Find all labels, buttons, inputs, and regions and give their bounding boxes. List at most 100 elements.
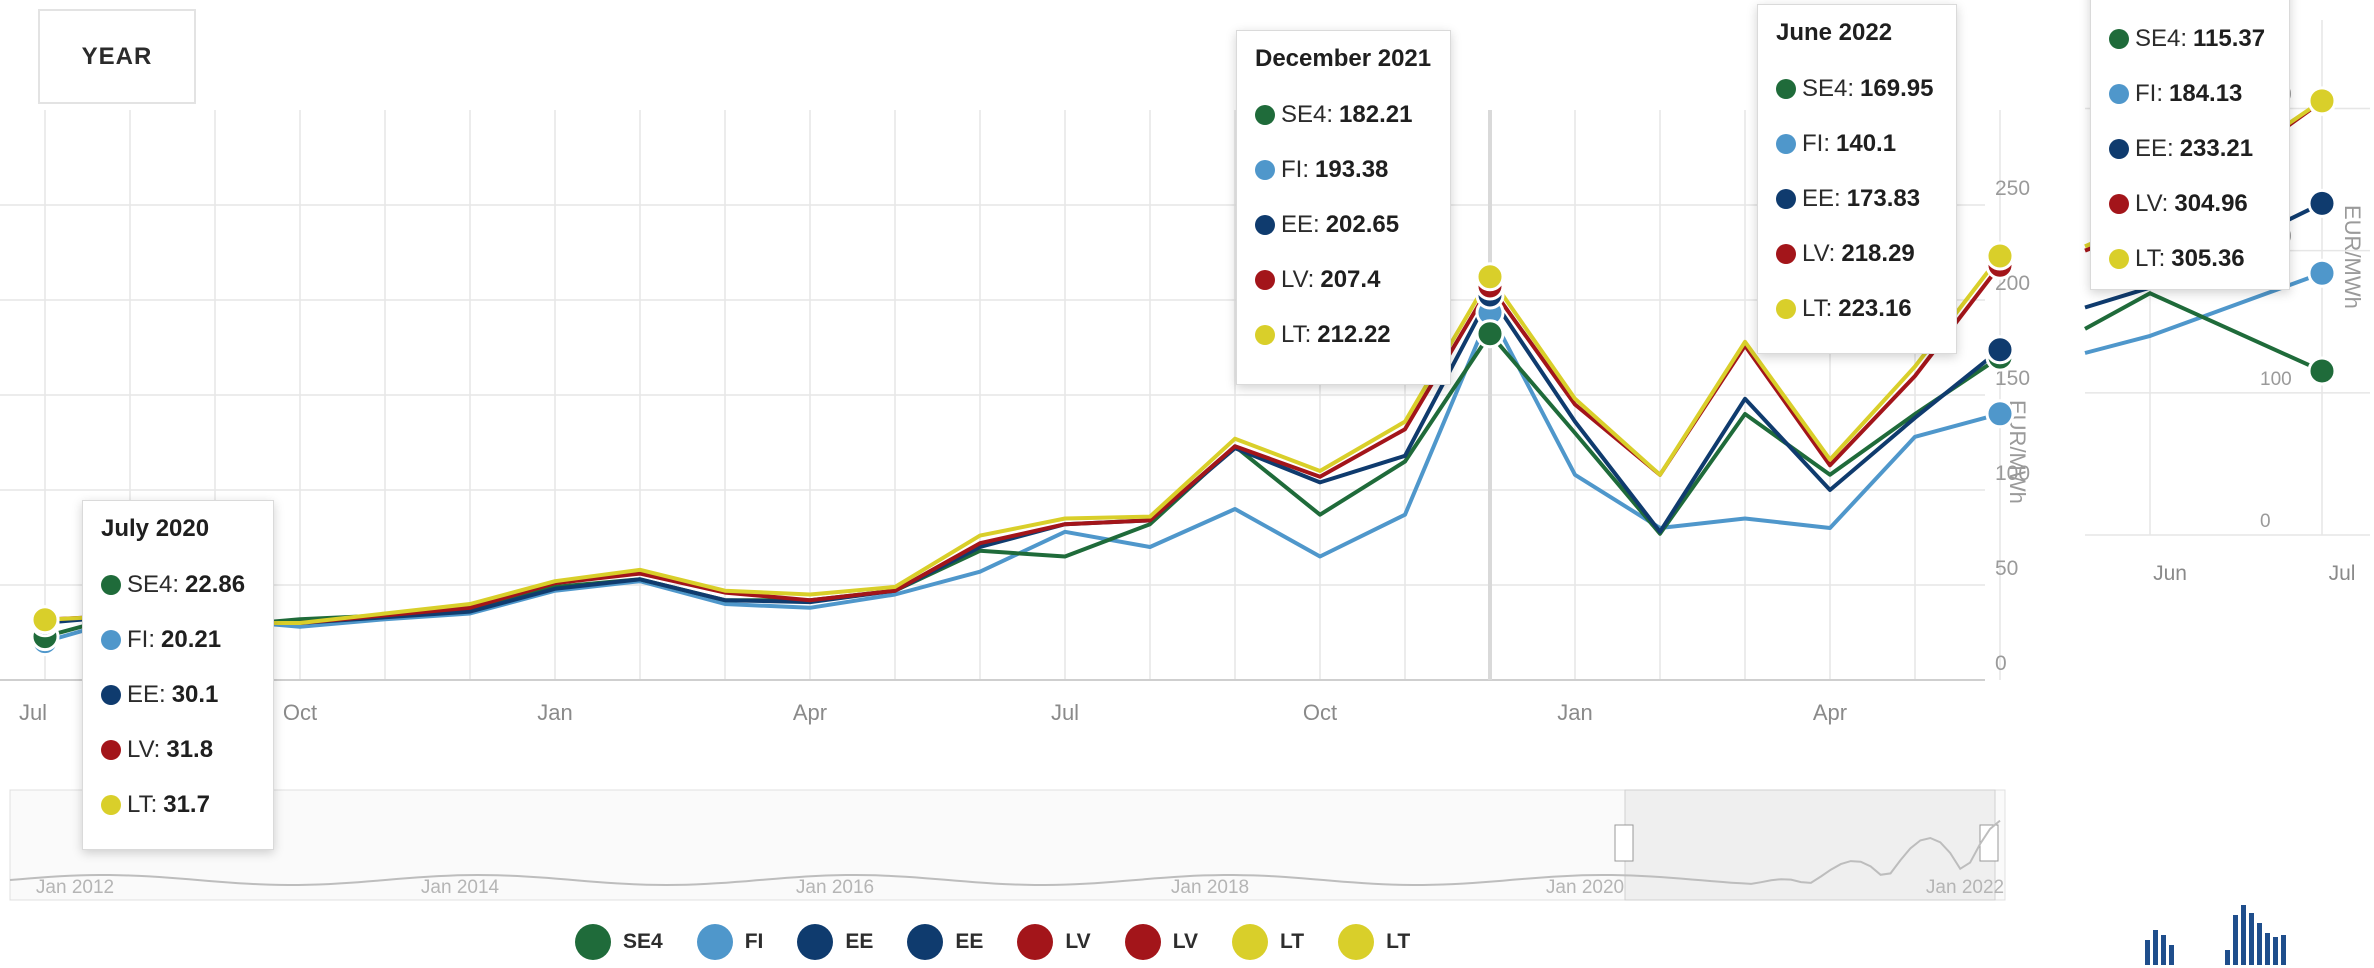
tooltip-series-label: LV: xyxy=(1802,239,1836,267)
tooltip-series-label: SE4: xyxy=(127,570,180,598)
side-y-tick-label: 0 xyxy=(2260,511,2271,532)
x-tick-label: Jul xyxy=(19,700,47,725)
y-tick-label: 100 xyxy=(1995,462,2030,485)
x-tick-label: Jul xyxy=(1051,700,1079,725)
tooltip-december-2021: December 2021 SE4: 182.21 FI: 193.38 EE: 202.6… xyxy=(1236,30,1451,385)
tooltip-series-value: 115.37 xyxy=(2193,24,2266,52)
series-dot-icon xyxy=(1255,214,1275,235)
tooltip-series-value: 30.1 xyxy=(171,680,219,708)
legend-item-lv[interactable]: LV xyxy=(1124,924,1198,960)
legend-item-lv[interactable]: LV xyxy=(1017,924,1091,960)
tooltip-row: LV: 31.8 xyxy=(101,722,255,777)
tooltip-june-2022: June 2022 SE4: 169.95 FI: 140.1 EE: 173.83 LV: 2… xyxy=(1757,4,1957,354)
navigator-label: Jan 2022 xyxy=(1926,877,2004,898)
tooltip-series-value: 207.4 xyxy=(1320,265,1381,293)
y-tick-label: 50 xyxy=(1995,557,2018,580)
tooltip-series-value: 223.16 xyxy=(1838,294,1912,322)
tooltip-row: FI: 184.13 xyxy=(2109,66,2271,121)
series-dot-icon xyxy=(101,794,121,815)
tooltip-series-value: 22.86 xyxy=(185,570,246,598)
data-point-se4 xyxy=(1475,319,1505,349)
tooltip-series-label: FI: xyxy=(1802,129,1830,157)
navigator-series xyxy=(9,819,2001,887)
legend-dot-icon xyxy=(1017,924,1054,960)
tooltip-row: LT: 305.36 xyxy=(2109,231,2271,286)
series-line-ee xyxy=(44,292,2002,625)
navigator-label: Jan 2020 xyxy=(1546,877,1624,898)
legend-label: LT xyxy=(1279,930,1305,953)
side-x-tick-label: Jun xyxy=(2153,562,2187,585)
tooltip-row: LV: 218.29 xyxy=(1776,226,1938,281)
tooltip-series-value: 218.29 xyxy=(1841,239,1915,267)
legend-label: EE xyxy=(845,930,874,953)
tooltip-series-value: 233.21 xyxy=(2179,134,2254,162)
legend-item-lt[interactable]: LT xyxy=(1231,924,1305,960)
side-y-tick-label: 100 xyxy=(2260,369,2292,390)
legend-label: SE4 xyxy=(623,930,663,953)
tooltip-series-value: 193.38 xyxy=(1315,155,1389,183)
tooltip-series-value: 184.13 xyxy=(2169,79,2243,107)
tooltip-series-label: FI: xyxy=(2135,79,2163,107)
legend-item-lt[interactable]: LT xyxy=(1338,924,1410,960)
tooltip-series-label: EE: xyxy=(127,680,166,708)
year-button[interactable]: YEAR xyxy=(38,9,196,104)
series-dot-icon xyxy=(1776,133,1796,154)
tooltip-title: December 2021 xyxy=(1255,45,1432,72)
crosshair xyxy=(1488,110,1492,680)
tooltip-series-label: EE: xyxy=(1802,184,1841,212)
tooltip-series-label: EE: xyxy=(1281,210,1320,238)
tooltip-series-value: 31.7 xyxy=(163,790,210,818)
tooltip-right-panel: SE4: 115.37 FI: 184.13 EE: 233.21 LV: 304.96 LT:… xyxy=(2090,0,2290,290)
navigator-label: Jan 2016 xyxy=(796,877,874,898)
legend-dot-icon xyxy=(696,924,733,960)
tooltip-row: EE: 30.1 xyxy=(101,667,255,722)
tooltip-series-value: 169.95 xyxy=(1860,74,1934,102)
series-dot-icon xyxy=(1776,78,1796,99)
tooltip-series-label: FI: xyxy=(1281,155,1309,183)
data-point-lt xyxy=(1985,241,2015,271)
series-dot-icon xyxy=(1776,298,1796,319)
x-tick-label: Oct xyxy=(1303,700,1337,725)
tooltip-row: EE: 202.65 xyxy=(1255,197,1432,252)
x-tick-label: Jan xyxy=(1557,700,1592,725)
tooltip-series-value: 173.83 xyxy=(1846,184,1921,212)
legend-dot-icon xyxy=(797,924,834,960)
x-tick-label: Apr xyxy=(1813,700,1847,725)
tooltip-row: EE: 173.83 xyxy=(1776,171,1938,226)
series-dot-icon xyxy=(101,684,121,705)
legend-label: EE xyxy=(955,930,984,953)
navigator-label: Jan 2018 xyxy=(1171,877,1249,898)
series-line-fi xyxy=(44,310,2001,644)
side-data-point-lt xyxy=(2307,86,2337,116)
x-tick-label: Apr xyxy=(793,700,827,725)
legend-label: LV xyxy=(1172,930,1198,953)
tooltip-row: SE4: 22.86 xyxy=(101,557,255,612)
legend-item-ee[interactable]: EE xyxy=(797,924,873,960)
tooltip-series-value: 20.21 xyxy=(161,625,222,653)
series-dot-icon xyxy=(1255,324,1275,345)
legend-label: LT xyxy=(1386,930,1411,953)
y-tick-label: 150 xyxy=(1995,367,2030,390)
legend-item-fi[interactable]: FI xyxy=(696,924,764,960)
tooltip-series-label: LV: xyxy=(2135,189,2169,217)
tooltip-row: FI: 20.21 xyxy=(101,612,255,667)
series-dot-icon xyxy=(1255,269,1275,290)
tooltip-row: SE4: 169.95 xyxy=(1776,61,1938,116)
side-data-point-ee xyxy=(2307,188,2337,218)
legend-item-se4[interactable]: SE4 xyxy=(575,924,663,960)
tooltip-row: FI: 140.1 xyxy=(1776,116,1938,171)
series-dot-icon xyxy=(1255,159,1275,180)
series-dot-icon xyxy=(2109,248,2129,269)
legend-item-ee[interactable]: EE xyxy=(907,924,983,960)
chart-legend: SE4 FI EE EE LV LV LT LT xyxy=(575,924,1444,960)
tooltip-series-label: FI: xyxy=(127,625,155,653)
legend-label: FI xyxy=(744,930,764,953)
tooltip-row: LT: 31.7 xyxy=(101,777,255,832)
tooltip-row: SE4: 182.21 xyxy=(1255,87,1432,142)
tooltip-series-value: 182.21 xyxy=(1339,100,1413,128)
legend-dot-icon xyxy=(1338,924,1375,960)
side-x-tick-label: Jul xyxy=(2329,562,2356,585)
legend-dot-icon xyxy=(575,924,611,960)
data-point-fi xyxy=(1985,399,2015,429)
navigator-selection xyxy=(1624,789,1996,901)
